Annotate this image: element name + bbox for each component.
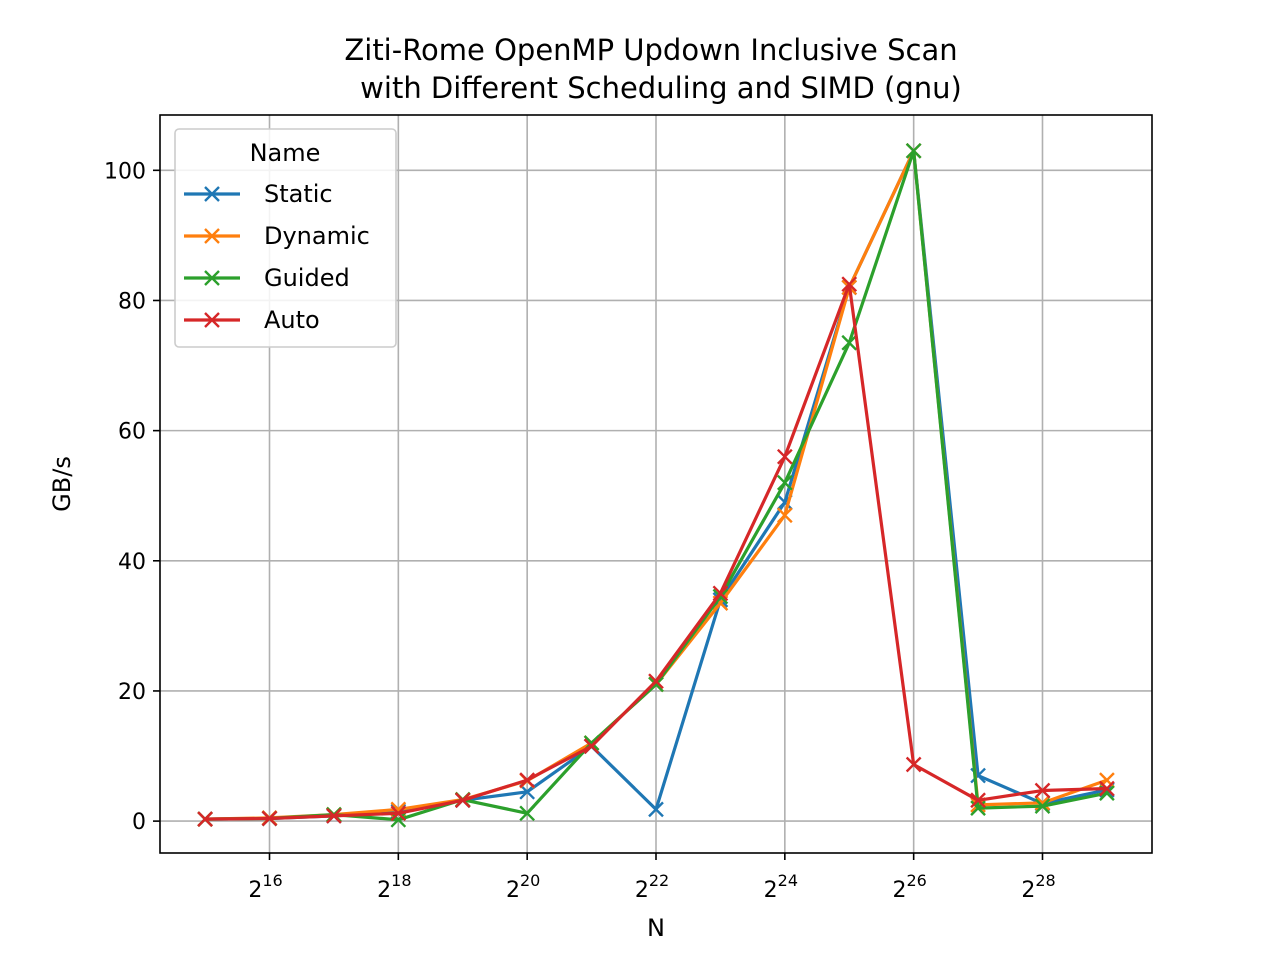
legend-entries: Static Dynamic Guided Auto (184, 180, 370, 334)
x-tick-exponent: 24 (778, 871, 798, 890)
data-point-auto (1034, 782, 1051, 799)
data-point-dynamic (776, 507, 793, 524)
y-tick-label: 20 (118, 680, 146, 705)
data-point-auto (454, 792, 471, 809)
data-point-guided (390, 811, 407, 828)
x-tick-base: 2 (248, 878, 262, 903)
data-point-auto (905, 756, 922, 773)
legend-entry-guided: Guided (184, 264, 350, 292)
data-point-auto (519, 772, 536, 788)
legend-entry-dynamic: Dynamic (184, 222, 370, 250)
x-tick-label: 218 (377, 871, 411, 903)
x-tick-label: 226 (892, 871, 926, 903)
y-tick-label: 40 (118, 550, 146, 575)
x-tick-label: 228 (1021, 871, 1055, 903)
x-tick-exponent: 22 (649, 871, 669, 890)
x-tick-exponent: 26 (906, 871, 926, 890)
legend-marker-dynamic (204, 228, 220, 244)
x-tick-label: 224 (764, 871, 798, 903)
x-tick-base: 2 (506, 878, 520, 903)
y-tick-label: 60 (118, 420, 146, 445)
data-point-guided (841, 334, 858, 351)
data-point-auto (1099, 780, 1115, 797)
legend-box (174, 128, 397, 348)
data-point-auto (583, 738, 600, 755)
data-point-static (648, 801, 664, 818)
legend-title: Name (250, 139, 321, 167)
y-tick-label: 0 (132, 810, 146, 835)
x-tick-base: 2 (892, 878, 906, 903)
legend-label-static: Static (264, 180, 333, 208)
x-tick-label: 216 (248, 871, 282, 903)
data-point-guided (1034, 798, 1051, 814)
data-point-guided (648, 676, 664, 693)
x-axis-label: N (647, 914, 665, 942)
x-tick-base: 2 (377, 878, 391, 903)
x-tick-exponent: 18 (391, 871, 411, 890)
grid (160, 115, 1152, 853)
legend-marker-guided (204, 270, 220, 286)
series-group (197, 142, 1115, 828)
x-tick-label: 220 (506, 871, 540, 903)
series-auto (197, 276, 1115, 828)
y-tick-label: 80 (118, 289, 146, 314)
data-point-auto (776, 448, 793, 465)
x-tick-label: 222 (635, 871, 669, 903)
x-tick-base: 2 (635, 878, 649, 903)
data-point-auto (390, 805, 407, 822)
data-point-guided (776, 474, 793, 491)
legend-label-auto: Auto (264, 306, 320, 334)
data-point-auto (326, 808, 342, 824)
chart-subtitle: with Different Scheduling and SIMD (gnu) (360, 71, 962, 105)
legend-label-dynamic: Dynamic (264, 222, 370, 250)
x-tick-base: 2 (1021, 878, 1035, 903)
data-point-guided (905, 142, 922, 159)
y-tick-label: 100 (104, 159, 146, 184)
y-axis-label: GB/s (48, 456, 76, 512)
data-point-auto (261, 810, 278, 827)
chart-title: Ziti-Rome OpenMP Updown Inclusive Scan (344, 33, 957, 67)
x-tick-exponent: 20 (520, 871, 540, 890)
data-point-auto (648, 673, 664, 690)
data-point-auto (970, 792, 986, 809)
legend-marker-static (204, 186, 220, 202)
x-tick-exponent: 16 (262, 871, 282, 890)
legend-label-guided: Guided (264, 264, 350, 292)
legend-entry-static: Static (184, 180, 333, 208)
data-point-guided (519, 805, 536, 822)
legend-entry-auto: Auto (184, 306, 320, 334)
data-point-auto (841, 276, 858, 293)
legend: Name Static Dynamic Guided Auto (174, 128, 397, 348)
legend-marker-auto (204, 312, 220, 328)
x-tick-exponent: 28 (1035, 871, 1055, 890)
x-tick-base: 2 (764, 878, 778, 903)
data-point-auto (712, 585, 729, 602)
data-point-auto (197, 811, 213, 828)
data-point-static (519, 783, 536, 800)
